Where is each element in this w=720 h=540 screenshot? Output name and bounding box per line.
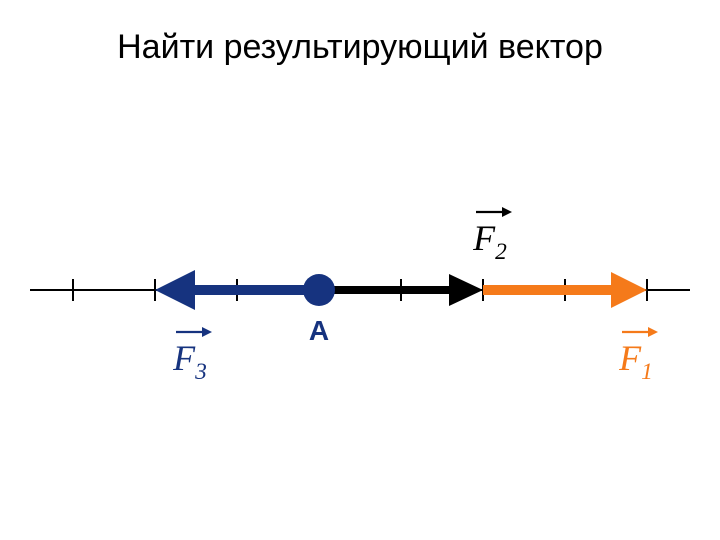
page-title: Найти результирующий вектор bbox=[0, 28, 720, 67]
svg-text:F3: F3 bbox=[172, 338, 207, 385]
svg-text:A: A bbox=[309, 315, 329, 346]
svg-text:F1: F1 bbox=[618, 338, 653, 385]
vector-diagram: F1 F2 F3 A bbox=[0, 200, 720, 450]
svg-text:F2: F2 bbox=[472, 218, 507, 265]
